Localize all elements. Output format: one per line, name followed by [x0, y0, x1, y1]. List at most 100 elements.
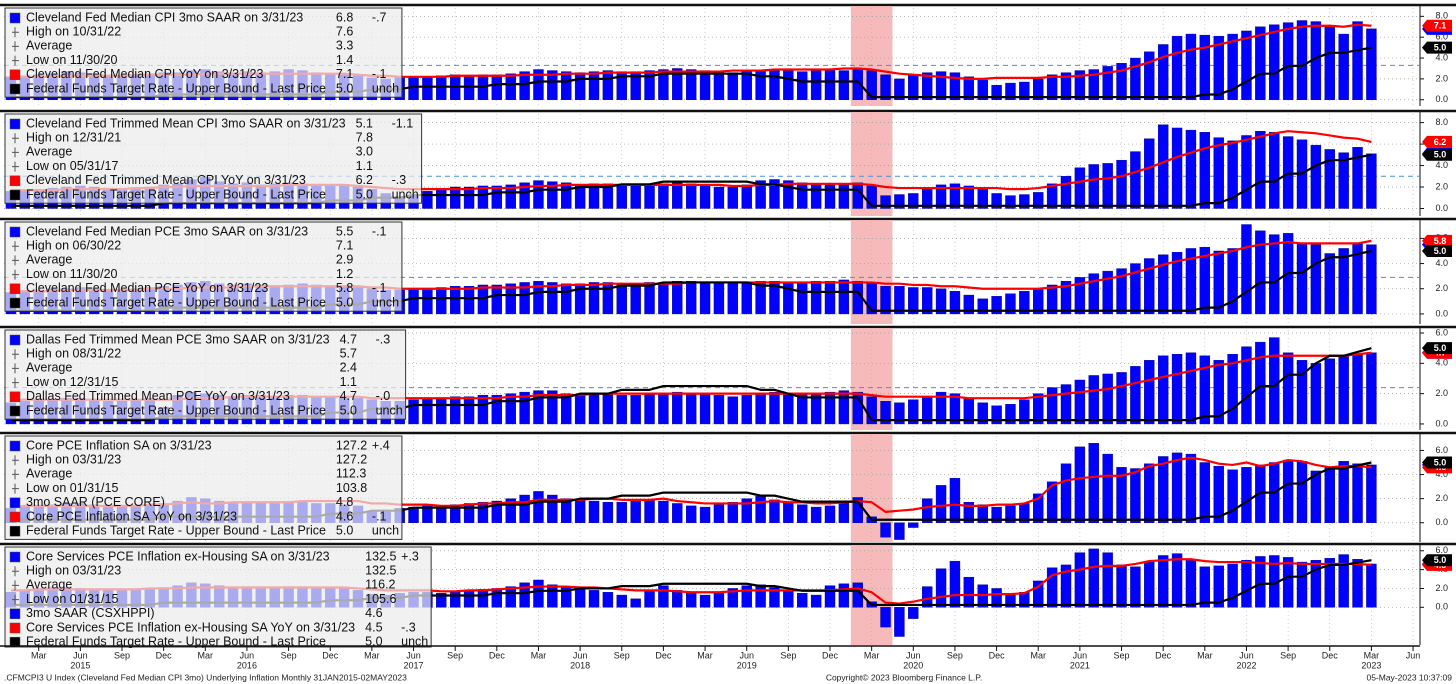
bar	[1324, 467, 1335, 523]
bar	[436, 287, 447, 315]
bar	[449, 504, 461, 523]
bar	[699, 594, 711, 608]
bar	[1310, 144, 1322, 209]
bar	[685, 280, 697, 315]
bar	[1144, 138, 1155, 209]
bar	[1157, 124, 1169, 209]
legend-glyph	[12, 161, 19, 172]
bar	[713, 186, 725, 209]
bar	[1130, 263, 1141, 315]
bar	[921, 287, 933, 315]
bar	[1060, 280, 1072, 315]
bar	[1144, 463, 1155, 523]
bar	[672, 68, 683, 100]
legend-box	[4, 329, 407, 420]
y-tick-label: 6.0	[1435, 32, 1448, 42]
bar	[519, 391, 530, 425]
bar	[1088, 443, 1099, 523]
bar	[755, 280, 766, 315]
bar	[491, 284, 503, 315]
bar	[1310, 363, 1322, 425]
bar	[741, 184, 752, 209]
bar	[1241, 135, 1252, 209]
value-tag	[1422, 456, 1452, 469]
bar	[1227, 140, 1238, 209]
bar	[908, 193, 919, 209]
x-year-label: 2020	[903, 660, 923, 670]
bar	[852, 182, 863, 209]
bar	[963, 185, 975, 209]
y-tick-label: 2.0	[1435, 493, 1448, 503]
bar	[658, 393, 669, 425]
bar	[1130, 468, 1141, 523]
bar	[547, 70, 558, 100]
legend-label: Average	[26, 145, 72, 159]
y-tick-label: 6.0	[1435, 545, 1448, 555]
value-tag	[1422, 148, 1452, 161]
bar	[533, 491, 544, 523]
bar	[1213, 137, 1224, 209]
x-tick-label: Sep	[281, 650, 297, 660]
bar	[1227, 563, 1238, 608]
bar	[533, 579, 544, 608]
legend-change: -.1	[372, 67, 387, 81]
bar	[991, 405, 1002, 425]
legend-change: +.4	[372, 438, 390, 452]
legend-marker	[9, 405, 21, 417]
bar	[1269, 132, 1280, 209]
bar	[519, 582, 530, 608]
y-tick-label: 4.0	[1435, 469, 1448, 479]
bar	[672, 590, 683, 608]
legend-value: 116.2	[365, 578, 395, 592]
x-tick-label: Mar	[31, 650, 47, 660]
legend-change: -.1	[372, 224, 387, 238]
bar	[1241, 559, 1252, 608]
bar	[838, 183, 850, 209]
bar	[991, 193, 1002, 209]
legend-marker	[9, 551, 21, 563]
y-tick-label: 2.0	[1435, 583, 1448, 593]
legend-value: 5.1	[356, 116, 373, 130]
bar	[1310, 470, 1322, 523]
legend-change: -1.1	[392, 116, 414, 130]
bar	[1282, 557, 1294, 608]
bar	[616, 184, 627, 209]
x-tick-label: Dec	[1322, 650, 1339, 660]
bar	[908, 522, 919, 528]
bar	[838, 583, 850, 608]
bar	[991, 506, 1002, 523]
legend-value: 7.1	[336, 238, 353, 252]
bar	[1019, 194, 1030, 209]
bar	[769, 69, 780, 100]
x-tick-label: Mar	[364, 650, 380, 660]
bar	[574, 394, 586, 425]
y-tick-label: 4.0	[1435, 258, 1448, 268]
bar	[422, 191, 433, 209]
bar	[477, 502, 489, 523]
bar	[463, 590, 475, 608]
bar	[1282, 352, 1294, 425]
bar	[505, 586, 516, 608]
bar	[1324, 26, 1335, 100]
legend-label: Cleveland Fed Median PCE 3mo SAAR on 3/3…	[26, 224, 308, 238]
bar	[1046, 183, 1058, 209]
legend-label: Low on 11/30/20	[26, 267, 118, 281]
bar	[1282, 22, 1294, 100]
bar	[727, 502, 739, 523]
bar	[519, 494, 530, 523]
bar	[1102, 453, 1113, 523]
bar	[1116, 372, 1127, 425]
y-tick-label: 6.0	[1435, 327, 1448, 337]
bar	[713, 592, 725, 608]
bar	[824, 280, 836, 315]
bar	[533, 390, 544, 425]
bar	[810, 506, 822, 523]
legend-label: High on 06/30/22	[26, 238, 121, 252]
value-tag	[1422, 244, 1452, 257]
legend-value: 5.5	[336, 224, 353, 238]
bar	[1227, 33, 1238, 100]
bar	[1352, 21, 1363, 100]
bar	[991, 84, 1002, 100]
x-tick-label: Jun	[406, 650, 421, 660]
legend-glyph	[12, 363, 19, 374]
